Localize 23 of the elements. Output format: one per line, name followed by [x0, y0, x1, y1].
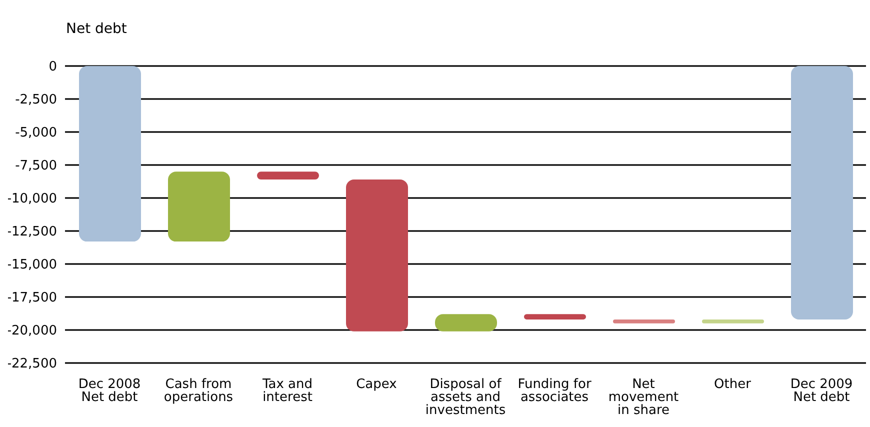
bar	[346, 180, 408, 332]
bar	[702, 319, 764, 324]
y-tick-label: -5,000	[15, 126, 57, 141]
x-tick-label: Other	[714, 377, 752, 392]
x-tick-label: Dec 2009 Net debt	[790, 377, 853, 406]
x-tick-label: Funding for associates	[518, 377, 592, 406]
y-tick-label: -7,500	[15, 158, 57, 174]
bar	[79, 66, 141, 242]
x-tick-label: Net movement in share	[608, 377, 679, 418]
bar	[791, 66, 853, 320]
x-tick-label: Cash from operations	[164, 377, 234, 406]
x-tick-label: Disposal of assets and investments	[425, 377, 506, 418]
y-axis-title: Net debt	[66, 21, 127, 37]
bar	[435, 314, 497, 332]
x-tick-label: Tax and interest	[261, 377, 313, 406]
x-tick-label: Capex	[356, 377, 398, 392]
y-tick-label: 0	[48, 60, 57, 75]
bar	[524, 314, 586, 320]
x-tick-label: Dec 2008 Net debt	[78, 377, 141, 406]
y-tick-label: -2,500	[15, 92, 57, 108]
bar	[613, 319, 675, 324]
bar	[257, 172, 319, 180]
bar	[168, 172, 230, 242]
